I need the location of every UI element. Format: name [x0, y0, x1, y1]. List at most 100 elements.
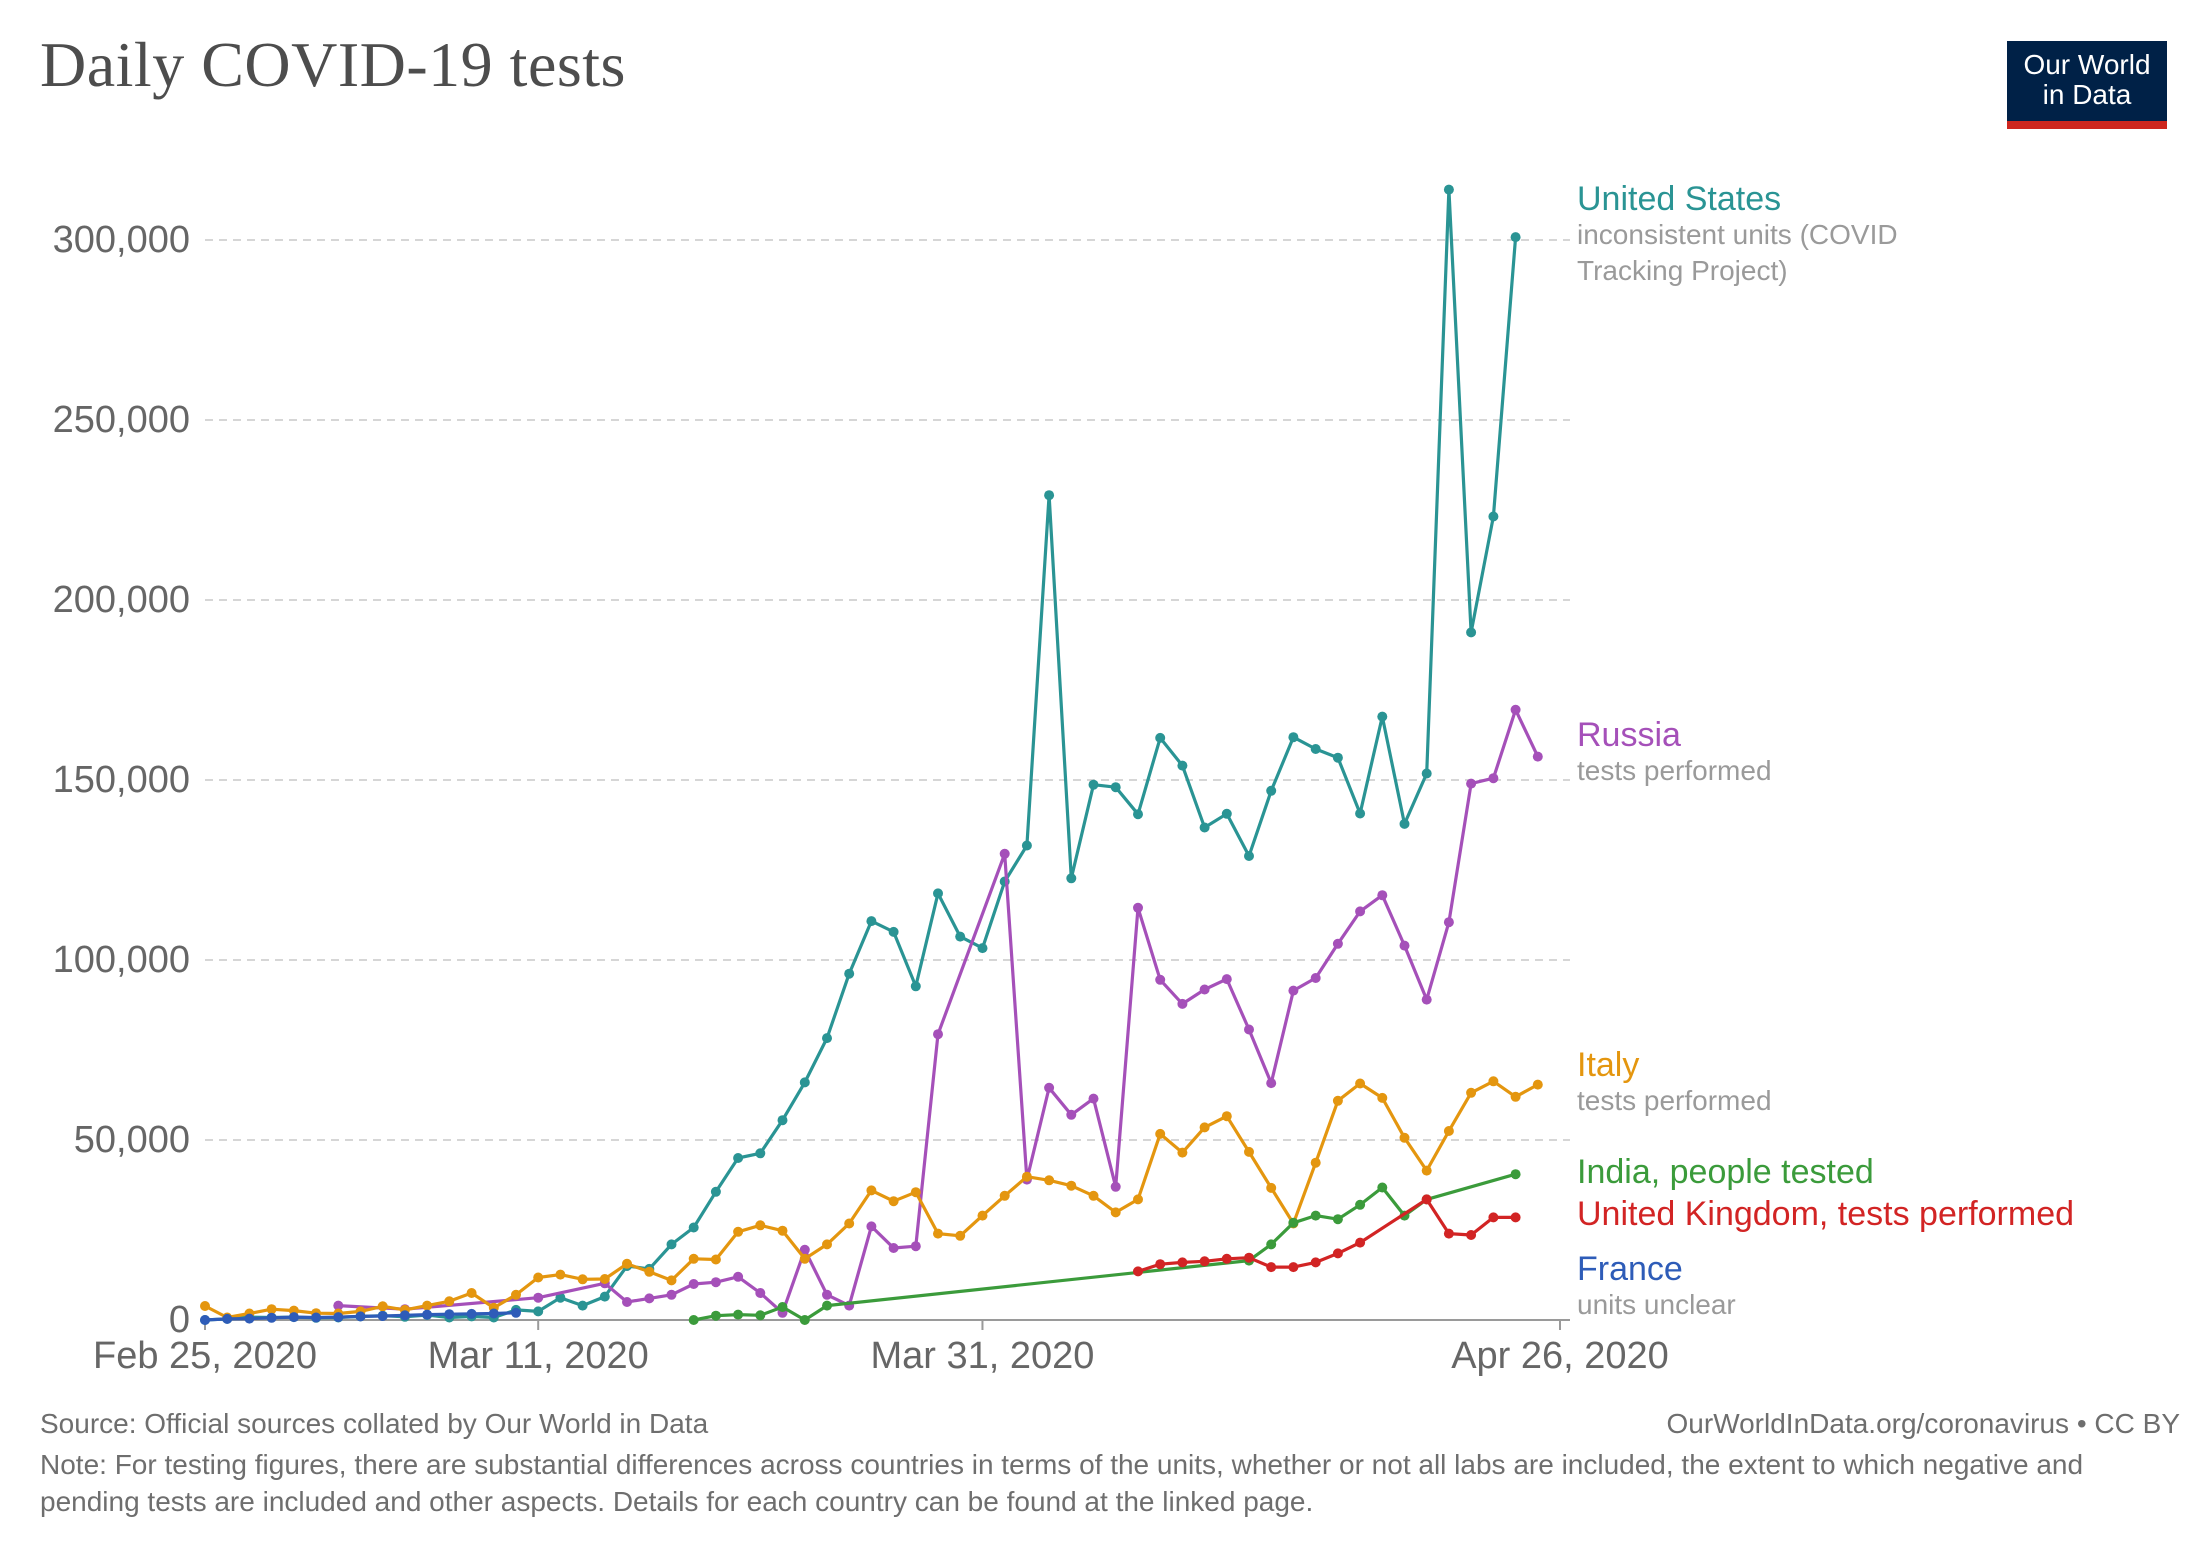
- data-point: [1221, 974, 1232, 985]
- legend-sublabel-russia: tests performed: [1577, 755, 1772, 786]
- data-point: [888, 926, 899, 937]
- data-point: [1310, 744, 1321, 754]
- series-italy[interactable]: [200, 1076, 1543, 1323]
- data-point: [1532, 751, 1543, 762]
- series-france[interactable]: [200, 1307, 521, 1325]
- data-point: [599, 1274, 610, 1284]
- data-point: [844, 968, 855, 979]
- data-point: [999, 1190, 1010, 1201]
- series-india-people-tested[interactable]: [688, 1169, 1521, 1325]
- legend-label-italy[interactable]: Italy: [1577, 1046, 1639, 1084]
- data-point: [1199, 1122, 1210, 1133]
- data-point: [710, 1186, 721, 1197]
- data-point: [1355, 1199, 1366, 1210]
- data-point: [288, 1312, 299, 1323]
- legend-label-united-states[interactable]: United States: [1577, 180, 1781, 218]
- data-point: [999, 848, 1010, 859]
- data-point: [1288, 1262, 1299, 1273]
- data-point: [377, 1311, 388, 1321]
- data-point: [1310, 1210, 1321, 1221]
- owid-logo[interactable]: Our World in Data: [2007, 41, 2167, 129]
- y-tick-label: 300,000: [53, 219, 190, 261]
- data-point: [710, 1254, 721, 1265]
- legend-label-russia[interactable]: Russia: [1577, 716, 1681, 754]
- data-point: [266, 1304, 277, 1315]
- data-point: [777, 1115, 788, 1126]
- x-axis: Feb 25, 2020 Mar 11, 2020 Mar 31, 2020 Apr …: [93, 1319, 1669, 1377]
- data-point: [1044, 1082, 1055, 1093]
- series-united-kingdom-tests-performed[interactable]: [1133, 1194, 1521, 1277]
- data-point: [511, 1307, 521, 1318]
- x-tick-label: Feb 25, 2020: [93, 1335, 317, 1377]
- legend-label-france[interactable]: France: [1577, 1250, 1683, 1288]
- data-point: [1421, 768, 1432, 779]
- data-point: [910, 1241, 921, 1252]
- data-point: [1021, 1171, 1032, 1182]
- data-point: [799, 1244, 810, 1255]
- data-point: [1310, 1157, 1321, 1168]
- data-point: [1421, 994, 1432, 1005]
- data-point: [822, 1289, 832, 1300]
- y-tick-label: 150,000: [53, 759, 190, 801]
- data-point: [777, 1225, 788, 1236]
- data-point: [1510, 1212, 1521, 1223]
- data-point: [866, 1185, 877, 1196]
- footer-source: Source: Official sources collated by Our…: [40, 1408, 709, 1439]
- data-point: [688, 1222, 699, 1233]
- data-point: [1443, 184, 1454, 195]
- data-point: [844, 1218, 855, 1229]
- data-point: [1443, 1126, 1454, 1136]
- data-point: [266, 1312, 277, 1323]
- data-point: [200, 1315, 210, 1325]
- data-point: [933, 1029, 943, 1040]
- data-point: [1177, 1147, 1188, 1158]
- data-point: [888, 1196, 899, 1207]
- legend-label-india-people-tested[interactable]: India, people tested: [1577, 1153, 1874, 1191]
- data-point: [1488, 1076, 1499, 1087]
- legend-sublabel-united-states: inconsistent units (COVID: [1577, 219, 1898, 250]
- data-point: [1355, 1237, 1366, 1248]
- data-point: [1355, 906, 1366, 917]
- data-point: [955, 931, 966, 942]
- data-point: [1088, 1190, 1099, 1201]
- data-point: [1443, 917, 1454, 928]
- data-point: [1399, 1132, 1410, 1143]
- data-point: [688, 1253, 699, 1264]
- legend-sublabel-france: units unclear: [1577, 1289, 1736, 1320]
- footer-license[interactable]: OurWorldInData.org/coronavirus • CC BY: [1666, 1408, 2180, 1439]
- data-point: [1288, 1217, 1299, 1228]
- data-point: [1421, 1194, 1432, 1205]
- data-point: [1332, 938, 1343, 949]
- data-point: [644, 1266, 655, 1277]
- data-point: [1266, 1239, 1277, 1250]
- series-united-states[interactable]: [200, 184, 1521, 1325]
- data-point: [755, 1148, 766, 1159]
- data-point: [755, 1288, 766, 1298]
- series-russia[interactable]: [333, 704, 1543, 1318]
- data-point: [1443, 1228, 1454, 1239]
- data-point: [333, 1312, 344, 1323]
- data-point: [1044, 1175, 1055, 1186]
- data-point: [1510, 704, 1521, 715]
- data-point: [1155, 1128, 1166, 1139]
- data-point: [1133, 809, 1143, 820]
- data-point: [1355, 1078, 1366, 1089]
- data-point: [333, 1300, 344, 1311]
- footer-note: Note: For testing figures, there are sub…: [40, 1449, 2084, 1517]
- data-point: [1155, 732, 1166, 743]
- data-point: [1088, 1093, 1099, 1104]
- x-tick-label: Mar 11, 2020: [428, 1335, 649, 1377]
- data-point: [1066, 1180, 1077, 1191]
- y-tick-label: 200,000: [53, 579, 190, 621]
- data-point: [244, 1313, 255, 1324]
- data-point: [1510, 232, 1521, 243]
- legend-label-united-kingdom-tests-performed[interactable]: United Kingdom, tests performed: [1577, 1195, 2074, 1233]
- data-point: [577, 1274, 588, 1285]
- data-point: [377, 1301, 388, 1312]
- data-point: [777, 1302, 788, 1312]
- data-point: [1066, 873, 1077, 884]
- legend-sublabel-italy: tests performed: [1577, 1085, 1772, 1116]
- data-point: [822, 1033, 832, 1044]
- legend-sublabel-united-states: Tracking Project): [1577, 255, 1788, 286]
- data-point: [1377, 1182, 1388, 1193]
